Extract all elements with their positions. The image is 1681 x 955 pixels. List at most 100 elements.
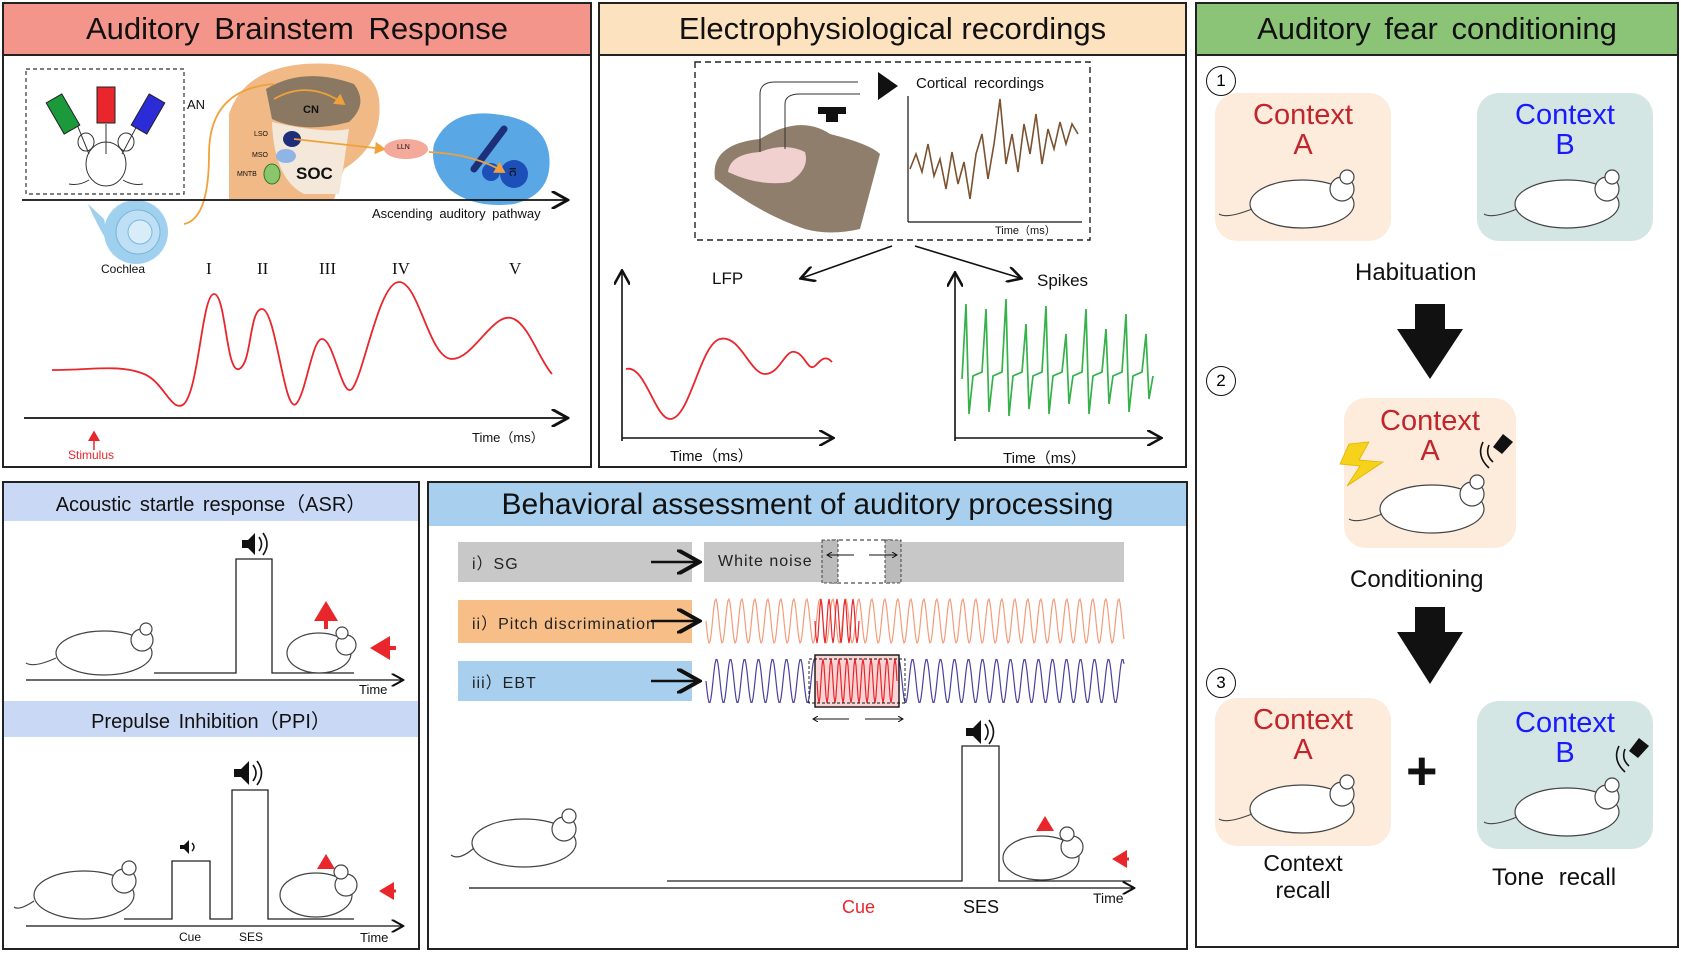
asr-title: Acoustic startle response（ASR） bbox=[55, 493, 367, 516]
asr-time-label: Time bbox=[359, 682, 388, 697]
abr-panel: Auditory Brainstem Response bbox=[2, 2, 592, 468]
context-a-letter-2: A bbox=[1420, 435, 1440, 467]
spikes-label: Spikes bbox=[1037, 271, 1089, 290]
white-noise-bar: White noise bbox=[704, 542, 1124, 582]
cochlea-icon bbox=[88, 200, 168, 264]
cortical-time-label: Time（ms） bbox=[995, 225, 1056, 237]
ephys-title: Electrophysiological recordings bbox=[678, 11, 1107, 46]
lfp-waveform bbox=[625, 337, 833, 420]
context-a-letter-1: A bbox=[1293, 129, 1313, 161]
asr-panel: Acoustic startle response（ASR） Prepulse … bbox=[2, 481, 420, 950]
ebt-target-waveform bbox=[816, 658, 898, 704]
context-a-word-2: Context bbox=[1380, 405, 1480, 437]
beh-panel: Behavioral assessment of auditory proces… bbox=[427, 481, 1188, 950]
asr-pulse bbox=[154, 558, 354, 674]
ppi-mouse-icon-1 bbox=[13, 860, 137, 920]
stimulus-label: Stimulus bbox=[68, 448, 115, 462]
ebt-box bbox=[814, 654, 900, 708]
mntb-label: MNTB bbox=[237, 171, 257, 178]
habituation-context-b: Context B bbox=[1477, 93, 1653, 241]
beh-diagram bbox=[450, 539, 1188, 950]
cortical-trace bbox=[909, 98, 1079, 200]
context-b-letter-1: B bbox=[1555, 129, 1575, 161]
mouse-icon-1 bbox=[1218, 169, 1355, 229]
mso-label: MSO bbox=[252, 152, 268, 159]
brain-slice bbox=[714, 125, 880, 233]
asr-header: Acoustic startle response（ASR） bbox=[4, 483, 418, 521]
spikes-time-label: Time（ms） bbox=[1003, 450, 1086, 467]
lln-label: LLN bbox=[397, 144, 410, 151]
habituation-label: Habituation bbox=[1355, 259, 1477, 286]
asr-speaker-icon bbox=[242, 532, 268, 556]
beh-title: Behavioral assessment of auditory proces… bbox=[501, 487, 1114, 521]
spikes-waveform bbox=[961, 298, 1154, 417]
cortical-label: Cortical recordings bbox=[916, 75, 1045, 92]
recording-box bbox=[694, 61, 1091, 241]
ppi-cue-speaker-icon bbox=[180, 840, 195, 854]
abr-title: Auditory Brainstem Response bbox=[85, 11, 509, 46]
ppi-ses-label: SES bbox=[239, 930, 264, 944]
ppi-pulse bbox=[124, 789, 354, 920]
beh-cue-label: Cue bbox=[842, 897, 876, 917]
abr-header: Auditory Brainstem Response bbox=[4, 4, 590, 56]
ppi-time-label: Time bbox=[360, 930, 389, 945]
abr-diagram bbox=[22, 63, 592, 450]
abr-time-label: Time（ms） bbox=[472, 430, 544, 445]
ppi-ses-speaker-icon bbox=[234, 760, 263, 786]
tone-speaker-icon-2 bbox=[1615, 738, 1649, 773]
abr-waveform bbox=[51, 281, 553, 407]
mouse-icon-4 bbox=[1218, 774, 1355, 834]
mouse-icon-2 bbox=[1483, 169, 1620, 229]
ebt-waveform bbox=[705, 658, 1125, 704]
ic-shape bbox=[433, 113, 550, 205]
context-recall-label: Context recall bbox=[1263, 850, 1343, 903]
ephys-diagram bbox=[600, 61, 1187, 468]
soc-label: SOC bbox=[296, 164, 333, 183]
ic-label: IC bbox=[507, 167, 518, 177]
pitch-waveform bbox=[705, 597, 1125, 645]
asr-diagram bbox=[13, 532, 420, 950]
fear-title: Auditory fear conditioning bbox=[1257, 11, 1617, 46]
mouse-icon-5 bbox=[1483, 777, 1620, 837]
lfp-label: LFP bbox=[712, 269, 744, 288]
gap-box bbox=[831, 539, 893, 584]
peak-label-3: III bbox=[319, 259, 336, 278]
step-1-marker: 1 bbox=[1206, 66, 1236, 96]
context-b-letter-3: B bbox=[1555, 737, 1575, 769]
ppi-mouse-icon-2 bbox=[279, 864, 358, 918]
pitch-target-waveform bbox=[814, 598, 860, 644]
fear-header: Auditory fear conditioning bbox=[1197, 4, 1677, 56]
context-a-word-1: Context bbox=[1253, 99, 1353, 131]
an-label: AN bbox=[187, 97, 206, 112]
asr-mouse-icon-2 bbox=[286, 626, 357, 674]
fear-diagram bbox=[1218, 169, 1649, 837]
mouse-electrode-icon bbox=[45, 86, 166, 187]
beh-speaker-icon bbox=[966, 719, 995, 745]
ppi-header: Prepulse Inhibition（PPI） bbox=[4, 701, 418, 737]
ppi-title: Prepulse Inhibition（PPI） bbox=[91, 710, 331, 733]
fear-panel: Auditory fear conditioning 1 2 3 Context… bbox=[1195, 2, 1679, 948]
peak-label-2: II bbox=[257, 259, 269, 278]
conditioning-label: Conditioning bbox=[1350, 566, 1484, 593]
cn-label: CN bbox=[303, 104, 319, 116]
peak-label-5: V bbox=[509, 259, 522, 278]
mouse-icon-3 bbox=[1348, 474, 1485, 534]
electrode-mouse-box bbox=[25, 68, 185, 195]
cochlea-label: Cochlea bbox=[101, 262, 146, 276]
beh-mouse-icon-2 bbox=[1002, 826, 1084, 881]
ephys-header: Electrophysiological recordings bbox=[600, 4, 1185, 56]
amplifier-icon bbox=[878, 72, 898, 100]
beh-ses-label: SES bbox=[963, 897, 1000, 917]
down-arrow-2 bbox=[1397, 607, 1463, 684]
tone-speaker-icon-1 bbox=[1479, 434, 1513, 469]
beh-header: Behavioral assessment of auditory proces… bbox=[429, 483, 1186, 526]
asr-mouse-icon-1 bbox=[25, 622, 154, 676]
cn-shape bbox=[266, 76, 361, 128]
context-b-word-3: Context bbox=[1515, 707, 1615, 739]
tone-recall-label: Tone recall bbox=[1492, 864, 1617, 891]
pathway-label: Ascending auditory pathway bbox=[372, 206, 541, 221]
peak-label-1: I bbox=[206, 259, 212, 278]
peak-label-4: IV bbox=[392, 259, 410, 278]
context-a-letter-3: A bbox=[1293, 734, 1313, 766]
step-2-marker: 2 bbox=[1206, 366, 1236, 396]
